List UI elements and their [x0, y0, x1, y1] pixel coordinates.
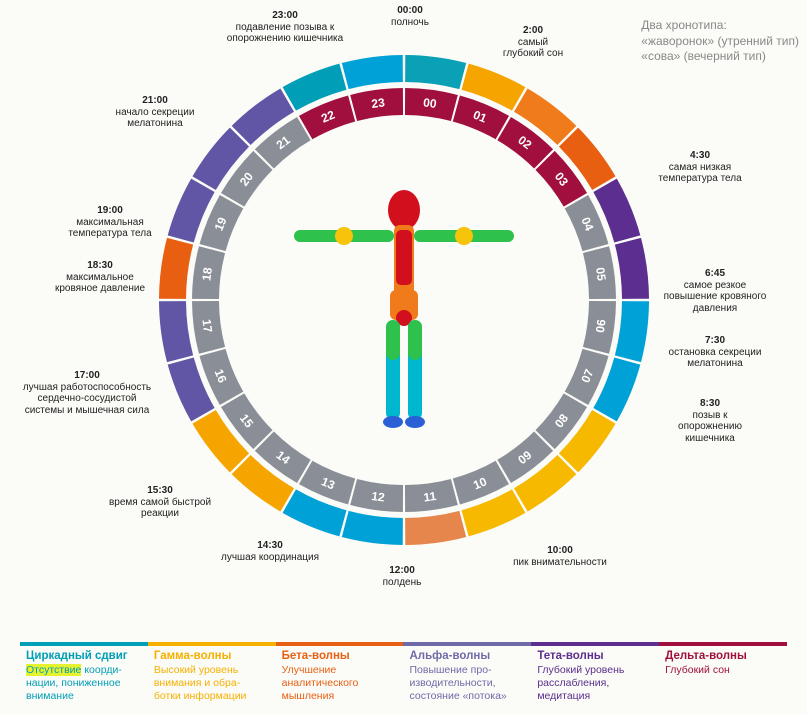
legend-col-0: Циркадный сдвиг Отсутствие коорди- нации,… [20, 642, 148, 707]
annotation-1200: 12:00 полдень [372, 565, 432, 588]
legend-title: Циркадный сдвиг [26, 650, 142, 662]
hour-label-00: 00 [422, 95, 437, 111]
legend-title: Альфа-волны [409, 650, 525, 662]
hour-label-18: 18 [199, 266, 215, 281]
legend-col-3: Альфа-волны Повышение про- изводительност… [403, 642, 531, 707]
outer-seg-12 [341, 511, 402, 545]
legend-col-1: Гамма-волны Высокий уровень внимания и об… [148, 642, 276, 707]
annotation-0430: 4:30 самая низкая температура тела [645, 150, 755, 185]
hour-label-05: 05 [592, 267, 608, 282]
annotation-2100: 21:00 начало секреции мелатонина [100, 95, 210, 130]
outer-seg-23 [341, 55, 402, 89]
annotation-0000: 00:00 полночь [380, 5, 440, 28]
annotation-1530: 15:30 время самой быстрой реакции [105, 485, 215, 520]
wave-legend: Циркадный сдвиг Отсутствие коорди- нации,… [20, 642, 787, 707]
legend-desc: Глубокий сон [665, 664, 781, 677]
annotation-0645: 6:45 самое резкое повышение кровяного да… [660, 268, 770, 314]
clock-svg: 0001020304050607080910111213141516171819… [144, 40, 664, 560]
legend-col-4: Тета-волны Глубокий уровень расслабления,… [531, 642, 659, 707]
outer-seg-00 [405, 55, 466, 89]
legend-title: Дельта-волны [665, 650, 781, 662]
hour-label-11: 11 [422, 489, 437, 505]
annotation-1430: 14:30 лучшая координация [220, 540, 320, 563]
legend-desc: Глубокий уровень расслабления, медитация [537, 664, 653, 703]
outer-seg-18 [159, 238, 193, 299]
clock-dial: 0001020304050607080910111213141516171819… [144, 40, 664, 560]
annotation-0830: 8:30 позыв к опорожнению кишечника [660, 398, 760, 444]
chronotype-note: Два хронотипа: «жаворонок» (утренний тип… [641, 18, 799, 65]
hour-label-06: 06 [592, 318, 608, 333]
legend-desc: Улучшение аналитического мышления [282, 664, 398, 703]
hour-label-12: 12 [370, 489, 385, 505]
legend-title: Тета-волны [537, 650, 653, 662]
legend-col-2: Бета-волны Улучшение аналитического мышле… [276, 642, 404, 707]
hour-label-17: 17 [199, 318, 215, 333]
outer-seg-06 [614, 301, 648, 362]
outer-seg-17 [159, 301, 193, 362]
circadian-clock-chart: 0001020304050607080910111213141516171819… [0, 0, 807, 600]
hour-label-23: 23 [370, 95, 385, 111]
annotation-1900: 19:00 максимальная температура тела [55, 205, 165, 240]
legend-title: Бета-волны [282, 650, 398, 662]
annotation-1830: 18:30 максимальное кровяное давление [45, 260, 155, 295]
outer-seg-05 [614, 238, 648, 299]
legend-title: Гамма-волны [154, 650, 270, 662]
legend-desc: Повышение про- изводительности, состояни… [409, 664, 525, 703]
annotation-2300: 23:00 подавление позыва к опорожнению ки… [220, 10, 350, 45]
legend-desc: Высокий уровень внимания и обра- ботки и… [154, 664, 270, 703]
legend-desc: Отсутствие коорди- нации, пониженное вни… [26, 664, 142, 703]
annotation-0200: 2:00 самый глубокий сон [498, 25, 568, 60]
outer-seg-11 [405, 511, 466, 545]
legend-col-5: Дельта-волны Глубокий сон [659, 642, 787, 707]
annotation-0730: 7:30 остановка секреции мелатонина [665, 335, 765, 370]
annotation-1700: 17:00 лучшая работоспособность сердечно-… [22, 370, 152, 416]
annotation-1000: 10:00 пик внимательности [490, 545, 630, 568]
